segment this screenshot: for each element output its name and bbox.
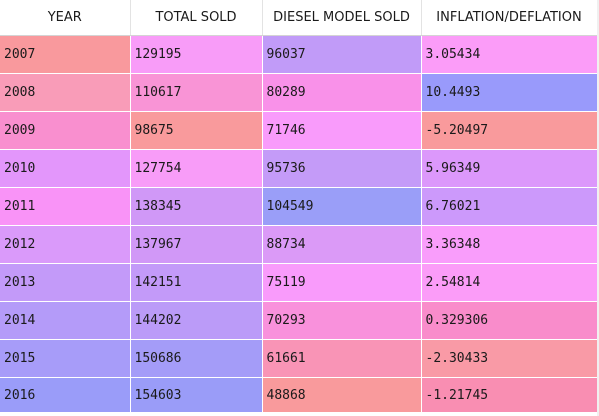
cell-inflation-deflation[interactable]: 5.96349 [421, 149, 598, 188]
cell-diesel-model-sold[interactable]: 104549 [262, 187, 422, 226]
cell-total-sold[interactable]: 98675 [130, 111, 263, 150]
cell-diesel-model-sold[interactable]: 96037 [262, 35, 422, 74]
cell-year[interactable]: 2014 [0, 301, 131, 340]
cell-total-sold[interactable]: 129195 [130, 35, 263, 74]
column-header-inflation-deflation[interactable]: INFLATION/DEFLATION [421, 0, 598, 36]
cell-year[interactable]: 2012 [0, 225, 131, 264]
table-row: 2014 144202 70293 0.329306 [0, 301, 598, 340]
cell-inflation-deflation[interactable]: 10.4493 [421, 73, 598, 112]
cell-diesel-model-sold[interactable]: 61661 [262, 339, 422, 378]
cell-year[interactable]: 2008 [0, 73, 131, 112]
column-header-diesel-model-sold[interactable]: DIESEL MODEL SOLD [262, 0, 422, 36]
cell-year[interactable]: 2015 [0, 339, 131, 378]
cell-diesel-model-sold[interactable]: 88734 [262, 225, 422, 264]
cell-year[interactable]: 2009 [0, 111, 131, 150]
cell-total-sold[interactable]: 150686 [130, 339, 263, 378]
table-row: 2007 129195 96037 3.05434 [0, 35, 598, 74]
cell-total-sold[interactable]: 110617 [130, 73, 263, 112]
cell-inflation-deflation[interactable]: -5.20497 [421, 111, 598, 150]
column-header-year[interactable]: YEAR [0, 0, 131, 36]
cell-year[interactable]: 2011 [0, 187, 131, 226]
cell-diesel-model-sold[interactable]: 70293 [262, 301, 422, 340]
cell-diesel-model-sold[interactable]: 95736 [262, 149, 422, 188]
cell-total-sold[interactable]: 137967 [130, 225, 263, 264]
cell-total-sold[interactable]: 138345 [130, 187, 263, 226]
cell-diesel-model-sold[interactable]: 48868 [262, 377, 422, 413]
table-row: 2010 127754 95736 5.96349 [0, 149, 598, 188]
cell-year[interactable]: 2013 [0, 263, 131, 302]
cell-year[interactable]: 2016 [0, 377, 131, 413]
cell-inflation-deflation[interactable]: 2.54814 [421, 263, 598, 302]
cell-diesel-model-sold[interactable]: 71746 [262, 111, 422, 150]
table-row: 2008 110617 80289 10.4493 [0, 73, 598, 112]
header-row: YEAR TOTAL SOLD DIESEL MODEL SOLD INFLAT… [0, 0, 598, 36]
column-header-total-sold[interactable]: TOTAL SOLD [130, 0, 263, 36]
cell-inflation-deflation[interactable]: 0.329306 [421, 301, 598, 340]
cell-inflation-deflation[interactable]: 3.05434 [421, 35, 598, 74]
cell-total-sold[interactable]: 142151 [130, 263, 263, 302]
cell-year[interactable]: 2007 [0, 35, 131, 74]
table-row: 2012 137967 88734 3.36348 [0, 225, 598, 264]
cell-inflation-deflation[interactable]: -1.21745 [421, 377, 598, 413]
window-edge [597, 0, 599, 416]
table-body: 2007 129195 96037 3.05434 2008 110617 80… [0, 35, 598, 413]
cell-diesel-model-sold[interactable]: 75119 [262, 263, 422, 302]
table-row: 2013 142151 75119 2.54814 [0, 263, 598, 302]
cell-total-sold[interactable]: 127754 [130, 149, 263, 188]
table-row: 2016 154603 48868 -1.21745 [0, 377, 598, 413]
table-row: 2009 98675 71746 -5.20497 [0, 111, 598, 150]
cell-inflation-deflation[interactable]: 3.36348 [421, 225, 598, 264]
cell-inflation-deflation[interactable]: -2.30433 [421, 339, 598, 378]
table-row: 2011 138345 104549 6.76021 [0, 187, 598, 226]
cell-total-sold[interactable]: 144202 [130, 301, 263, 340]
cell-diesel-model-sold[interactable]: 80289 [262, 73, 422, 112]
cell-inflation-deflation[interactable]: 6.76021 [421, 187, 598, 226]
cell-year[interactable]: 2010 [0, 149, 131, 188]
table-row: 2015 150686 61661 -2.30433 [0, 339, 598, 378]
cell-total-sold[interactable]: 154603 [130, 377, 263, 413]
